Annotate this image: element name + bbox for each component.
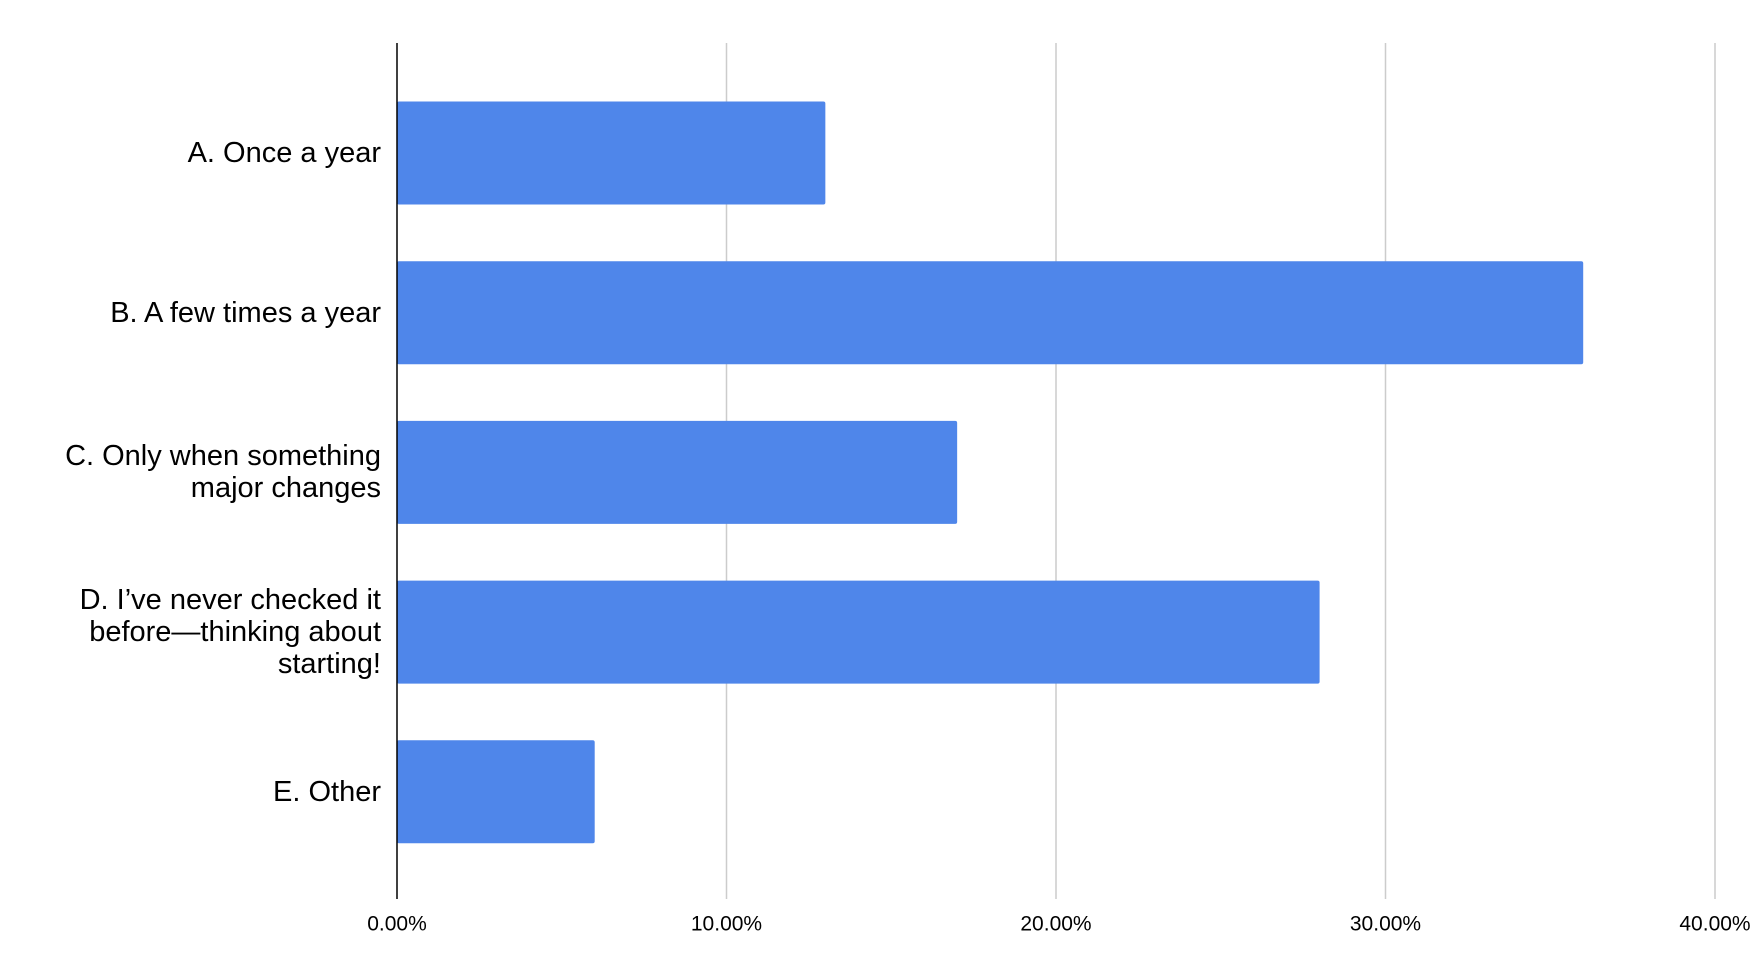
y-tick-label: D. I’ve never checked it before—thinking… — [79, 584, 381, 681]
x-tick-label: 0.00% — [367, 913, 427, 936]
bar — [397, 101, 826, 205]
bar — [397, 740, 595, 844]
y-tick-label: E. Other — [273, 775, 381, 808]
bar — [397, 261, 1584, 365]
x-tick-label: 40.00% — [1679, 913, 1750, 936]
x-tick-label: 10.00% — [691, 913, 762, 936]
y-tick-label: A. Once a year — [187, 137, 381, 169]
bar — [397, 580, 1320, 684]
x-tick-label: 20.00% — [1020, 913, 1091, 936]
y-tick-label: B. A few times a year — [110, 296, 381, 329]
bar — [397, 420, 958, 524]
x-tick-label: 30.00% — [1350, 913, 1421, 936]
y-tick-label: C. Only when something major changes — [65, 440, 381, 505]
